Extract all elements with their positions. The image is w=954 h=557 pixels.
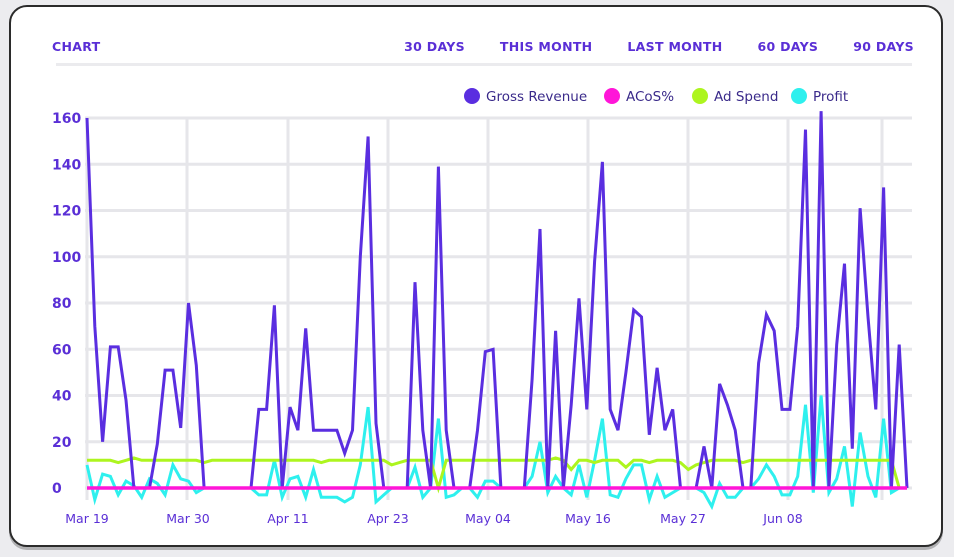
x-tick-label: May 04 — [465, 511, 511, 526]
x-axis: Mar 19 Mar 30 Apr 11 Apr 23 May 04 May 16 May … — [65, 511, 802, 526]
range-tab-30-days[interactable]: 30 DAYS — [404, 39, 465, 54]
legend-label: Gross Revenue — [486, 89, 587, 105]
grid-lines — [85, 116, 912, 500]
series-line-ad-spend — [87, 456, 907, 494]
legend-item-profit[interactable]: Profit — [791, 88, 848, 105]
y-tick-label: 120 — [52, 204, 81, 220]
y-axis: 0 20 40 60 80 100 120 140 160 — [52, 111, 81, 497]
y-tick-label: 100 — [52, 250, 81, 266]
range-tab-60-days[interactable]: 60 DAYS — [757, 39, 819, 54]
chart-title: CHART — [52, 39, 101, 54]
y-tick-label: 140 — [52, 157, 81, 173]
legend: Gross Revenue ACoS% Ad Spend Profit — [464, 88, 848, 105]
y-tick-label: 20 — [52, 435, 72, 451]
range-tab-this-month[interactable]: THIS MONTH — [499, 39, 593, 54]
x-tick-label: Mar 19 — [65, 511, 109, 526]
legend-label: Profit — [813, 89, 848, 105]
x-tick-label: Apr 11 — [267, 511, 309, 526]
y-tick-label: 0 — [52, 481, 62, 497]
legend-swatch — [791, 88, 807, 104]
x-tick-label: Jun 08 — [762, 511, 802, 526]
range-tabs: 30 DAYS THIS MONTH LAST MONTH 60 DAYS 90… — [404, 39, 914, 54]
series-lines — [85, 111, 909, 511]
legend-swatch — [692, 88, 708, 104]
y-tick-label: 40 — [52, 389, 72, 405]
legend-item-gross-revenue[interactable]: Gross Revenue — [464, 88, 587, 105]
legend-swatch — [464, 88, 480, 104]
header-divider — [56, 63, 912, 66]
x-tick-label: May 16 — [565, 511, 611, 526]
x-tick-label: May 27 — [660, 511, 706, 526]
y-tick-label: 60 — [52, 342, 72, 358]
chart-header: CHART 30 DAYS THIS MONTH LAST MONTH 60 D… — [52, 39, 914, 57]
legend-label: ACoS% — [626, 89, 674, 105]
series-line-gross-revenue — [85, 111, 909, 490]
legend-label: Ad Spend — [714, 89, 778, 105]
legend-swatch — [604, 88, 620, 104]
range-tab-90-days[interactable]: 90 DAYS — [853, 39, 914, 54]
y-tick-label: 160 — [52, 111, 81, 127]
x-tick-label: Mar 30 — [166, 511, 210, 526]
legend-item-acos[interactable]: ACoS% — [604, 88, 674, 105]
legend-item-ad-spend[interactable]: Ad Spend — [692, 88, 778, 105]
range-tab-last-month[interactable]: LAST MONTH — [627, 39, 723, 54]
y-tick-label: 80 — [52, 296, 72, 312]
x-tick-label: Apr 23 — [367, 511, 409, 526]
